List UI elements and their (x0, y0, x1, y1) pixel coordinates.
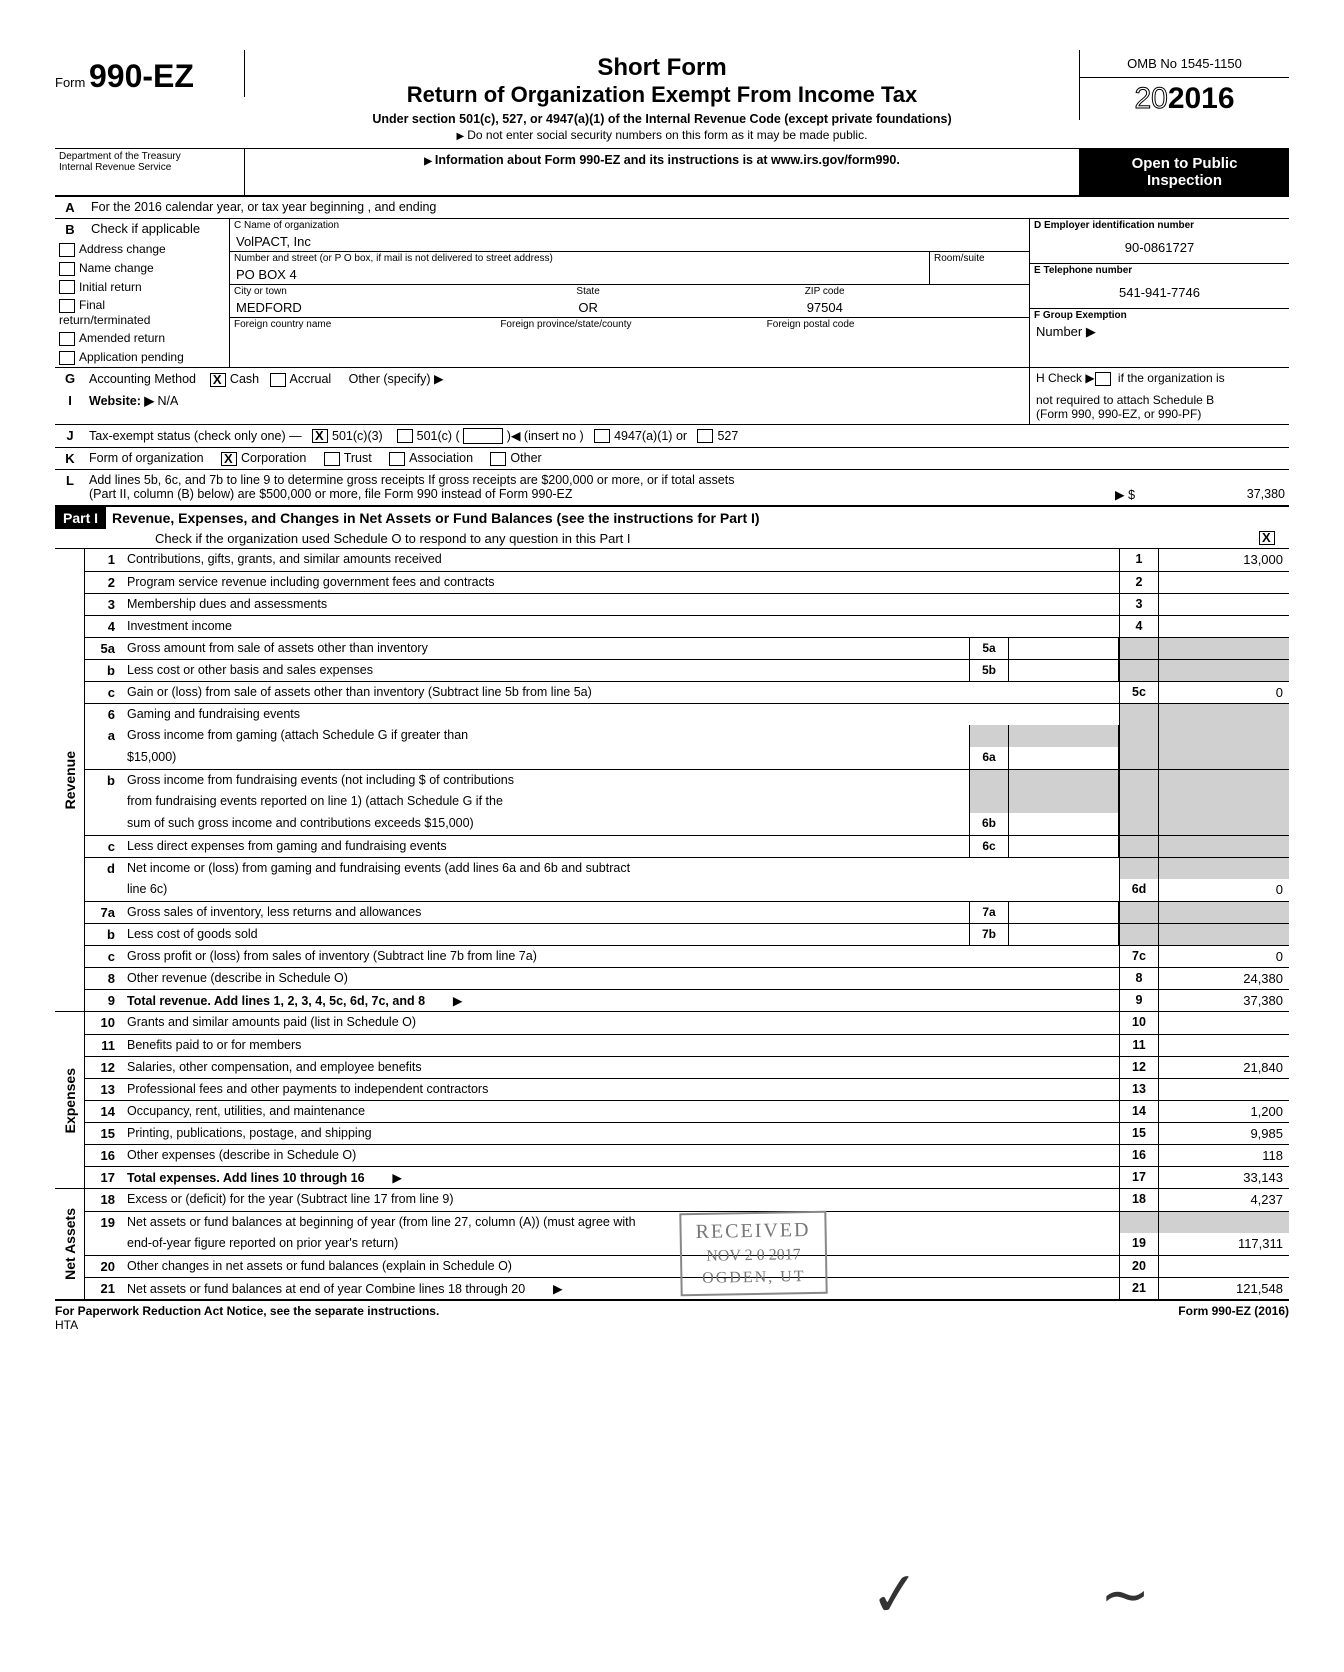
signature-2: ∼ (1100, 1560, 1150, 1630)
check-4947[interactable] (594, 429, 610, 443)
page-footer: For Paperwork Reduction Act Notice, see … (55, 1299, 1289, 1332)
check-assoc[interactable] (389, 452, 405, 466)
check-pending[interactable] (59, 351, 75, 365)
info-note: Information about Form 990-EZ and its in… (245, 149, 1079, 195)
open-public-box: Open to Public Inspection (1079, 149, 1289, 195)
check-h[interactable] (1095, 372, 1111, 386)
row-k: K Form of organization Corporation Trust… (55, 447, 1289, 469)
title-note1: Under section 501(c), 527, or 4947(a)(1)… (253, 112, 1071, 126)
check-501c3[interactable] (312, 429, 328, 443)
revenue-section: Revenue 1Contributions, gifts, grants, a… (55, 549, 1289, 1011)
check-trust[interactable] (324, 452, 340, 466)
section-b: BCheck if applicable Address change Name… (55, 219, 230, 367)
check-initial[interactable] (59, 280, 75, 294)
section-a-text: For the 2016 calendar year, or tax year … (85, 197, 1289, 218)
address: PO BOX 4 (230, 265, 929, 284)
letter-a: A (55, 197, 85, 218)
org-name: VolPACT, Inc (230, 232, 1029, 251)
check-amended[interactable] (59, 332, 75, 346)
check-schedo[interactable] (1259, 531, 1275, 545)
check-address[interactable] (59, 243, 75, 257)
bcd-block: BCheck if applicable Address change Name… (55, 218, 1289, 367)
check-final[interactable] (59, 299, 75, 313)
title-line1: Short Form (253, 54, 1071, 82)
ein: 90-0861727 (1030, 232, 1289, 263)
dept-label: Department of the Treasury Internal Reve… (55, 149, 245, 195)
signature-1: ✓ (867, 1558, 923, 1632)
netassets-section: Net Assets 18Excess or (deficit) for the… (55, 1188, 1289, 1299)
check-corp[interactable] (221, 452, 237, 466)
title-line2: Return of Organization Exempt From Incom… (253, 82, 1071, 108)
omb-box: OMB No 1545-1150 202016 (1079, 50, 1289, 120)
dept-row: Department of the Treasury Internal Reve… (55, 148, 1289, 195)
form-prefix: Form (55, 75, 85, 90)
expenses-section: Expenses 10Grants and similar amounts pa… (55, 1011, 1289, 1188)
row-i: I Website: ▶ N/A not required to attach … (55, 390, 1289, 424)
check-other[interactable] (490, 452, 506, 466)
form-header: Form 990-EZ Short Form Return of Organiz… (55, 50, 1289, 146)
check-name[interactable] (59, 262, 75, 276)
title-box: Short Form Return of Organization Exempt… (245, 50, 1079, 146)
check-501c[interactable] (397, 429, 413, 443)
omb-label: OMB No 1545-1150 (1080, 50, 1289, 78)
netassets-label: Net Assets (55, 1189, 85, 1299)
form-number: 990-EZ (89, 58, 194, 94)
row-a: A For the 2016 calendar year, or tax yea… (55, 197, 1289, 218)
check-accrual[interactable] (270, 373, 286, 387)
received-stamp: RECEIVED NOV 2 0 2017 OGDEN, UT (679, 1211, 827, 1297)
tax-year: 202016 (1080, 78, 1289, 120)
phone: 541-941-7746 (1030, 277, 1289, 308)
title-note2: Do not enter social security numbers on … (253, 128, 1071, 142)
row-l: L Add lines 5b, 6c, and 7b to line 9 to … (55, 469, 1289, 505)
revenue-label: Revenue (55, 549, 85, 1011)
expenses-label: Expenses (55, 1012, 85, 1188)
form-number-box: Form 990-EZ (55, 50, 245, 97)
letter-b: B (55, 219, 85, 240)
check-cash[interactable] (210, 373, 226, 387)
check-527[interactable] (697, 429, 713, 443)
row-j: J Tax-exempt status (check only one) — 5… (55, 424, 1289, 448)
row-gh: G Accounting Method Cash Accrual Other (… (55, 367, 1289, 390)
open-public: Open to Public Inspection (1080, 149, 1289, 195)
part1-sub: Check if the organization used Schedule … (55, 529, 1289, 548)
part1-header: Part I Revenue, Expenses, and Changes in… (55, 507, 1289, 529)
section-c: C Name of organization VolPACT, Inc Numb… (230, 219, 1029, 367)
section-def: D Employer identification number 90-0861… (1029, 219, 1289, 367)
